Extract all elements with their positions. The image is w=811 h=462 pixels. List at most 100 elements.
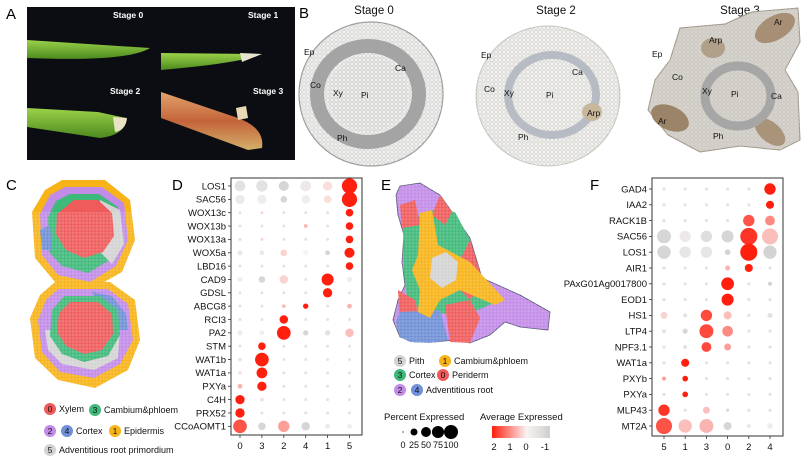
dot-EOD1-cluster-4: [768, 298, 772, 302]
cluster-name: Epidermis: [124, 426, 165, 436]
dot-HS1-cluster-1: [683, 313, 688, 318]
dot-ABCG8-cluster-3: [260, 304, 264, 308]
spatial-map-bottom: [30, 282, 140, 388]
dot-MLP43-cluster-0: [726, 408, 730, 412]
size-legend-label: 50: [421, 440, 431, 450]
gene-label: SAC56: [196, 195, 226, 206]
dot-CAD9-cluster-2: [279, 275, 289, 284]
plot-frame: [651, 177, 784, 437]
cluster-badge: [411, 384, 423, 396]
cluster-badge: [44, 444, 56, 456]
cluster-badge: [89, 404, 101, 416]
x-tick-label: 2: [746, 442, 751, 453]
x-tick-label: 3: [704, 442, 709, 453]
dot-PA2-cluster-0: [237, 330, 243, 336]
gene-label: PXYa: [623, 390, 647, 401]
dot-WOX5a-cluster-1: [325, 250, 331, 256]
svg-text:Ca: Ca: [395, 63, 406, 73]
dot-PA2-cluster-3: [259, 330, 265, 336]
dot-PXYa-cluster-5: [662, 392, 666, 396]
x-tick-label: 5: [661, 442, 666, 453]
dot-EOD1-cluster-3: [704, 298, 708, 302]
dot-WAT1b-cluster-1: [326, 358, 330, 362]
size-legend-dot: [444, 425, 458, 439]
photo-stage-2: Stage 2: [27, 82, 161, 160]
color-legend-tick: 2: [491, 442, 496, 453]
dot-GDSL-cluster-0: [238, 291, 242, 295]
dot-SAC56-cluster-2: [280, 196, 288, 203]
cluster-name: Cortex: [76, 426, 103, 436]
dot-MT2A-cluster-5: [655, 417, 673, 435]
dot-C4H-cluster-2: [282, 398, 286, 402]
dot-WOX13b-cluster-3: [260, 224, 264, 228]
dot-LOS1-cluster-0: [724, 249, 731, 256]
dot-LBD16-cluster-2: [282, 264, 286, 268]
dot-AIR1-cluster-1: [683, 266, 687, 270]
dot-WOX13a-cluster-1: [326, 237, 330, 241]
dot-LBD16-cluster-4: [304, 264, 308, 268]
dot-CAD9-cluster-0: [237, 277, 243, 282]
section-annotations: Ep Co Xy Pi Ca Arp Ph: [481, 50, 601, 142]
dot-PXYa-cluster-0: [726, 392, 730, 396]
dot-NPF3.1-cluster-1: [683, 344, 688, 350]
dot-LTP4-cluster-3: [699, 324, 714, 339]
dot-LOS1-cluster-1: [322, 181, 333, 191]
color-scale-bar: [492, 426, 550, 438]
dot-LTP4-cluster-1: [682, 328, 688, 334]
gene-label: EOD1: [621, 295, 647, 306]
dot-ABCG8-cluster-1: [326, 304, 330, 308]
dot-LBD16-cluster-5: [345, 262, 354, 270]
x-tick-label: 1: [325, 441, 330, 452]
dot-PXYa-cluster-1: [682, 391, 689, 398]
dot-MLP43-cluster-3: [702, 406, 710, 414]
panel-label-c: C: [6, 177, 17, 194]
dot-RCI3-cluster-4: [304, 318, 308, 321]
svg-text:Ca: Ca: [572, 67, 583, 77]
dot-GDSL-cluster-4: [304, 291, 308, 295]
dot-MT2A-cluster-4: [767, 423, 773, 429]
dot-PXYa-cluster-2: [282, 384, 286, 388]
size-legend-dot: [402, 431, 404, 433]
cluster-id: 5: [398, 356, 403, 366]
size-legend-label: 75: [433, 440, 443, 450]
dot-PXYb-cluster-0: [726, 377, 730, 381]
gene-label: GDSL: [200, 288, 226, 299]
gene-label: PAxG01Ag0017800: [564, 279, 647, 290]
dot-PRX52-cluster-0: [235, 408, 245, 418]
dot-GAD4-cluster-4: [764, 183, 776, 195]
section-annotations: Ar Arp Ep Co Xy Pi Ca Ar Ph: [652, 17, 783, 141]
dot-PAxG01Ag0017800-cluster-1: [683, 282, 687, 286]
stage-label: Stage 3: [253, 86, 284, 96]
x-tick-label: 5: [347, 441, 352, 452]
size-legend-label: 25: [409, 440, 419, 450]
dot-WOX13b-cluster-0: [238, 224, 242, 228]
dot-MT2A-cluster-2: [746, 423, 751, 429]
size-legend-dot: [421, 427, 431, 437]
dot-LOS1-cluster-3: [256, 180, 268, 192]
dot-PXYb-cluster-5: [661, 376, 667, 381]
dot-WOX5a-cluster-5: [344, 247, 355, 258]
dot-LOS1-cluster-4: [300, 180, 312, 192]
dot-RCI3-cluster-3: [260, 318, 264, 321]
dot-AIR1-cluster-4: [768, 266, 772, 270]
dot-WOX13b-cluster-5: [345, 222, 354, 230]
gene-label: AIR1: [626, 263, 647, 274]
dot-WOX5a-cluster-2: [280, 249, 288, 257]
cluster-badge: [437, 369, 449, 381]
dot-PA2-cluster-2: [276, 325, 291, 340]
dot-HS1-cluster-3: [700, 309, 713, 322]
dot-PXYb-cluster-3: [704, 377, 708, 381]
dot-LOS1-cluster-5: [657, 245, 671, 259]
dot-IAA2-cluster-1: [683, 203, 687, 207]
dot-SAC56-cluster-5: [657, 229, 671, 244]
dot-WOX13a-cluster-5: [345, 235, 354, 244]
dot-RCI3-cluster-2: [279, 315, 289, 324]
dot-STM-cluster-0: [238, 344, 242, 348]
dot-CCoAOMT1-cluster-0: [233, 419, 247, 434]
dot-WAT1a-cluster-2: [747, 361, 751, 365]
dot-SAC56-cluster-4: [761, 228, 779, 245]
stem-photo-grid: Stage 0 Stage 1 Stage 2 Stage 3: [27, 7, 295, 160]
dot-WOX13c-cluster-1: [326, 211, 330, 215]
dot-GAD4-cluster-2: [747, 187, 751, 191]
dot-LTP4-cluster-2: [747, 329, 751, 333]
